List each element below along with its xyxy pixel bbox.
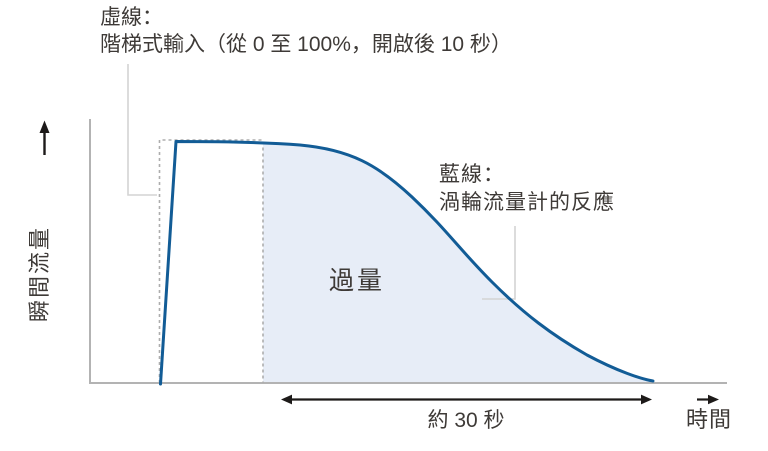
duration-double-arrow-icon <box>281 394 652 405</box>
x-axis-right-arrow-icon <box>697 394 719 405</box>
step-input-label-line1: 虛線： <box>100 6 163 29</box>
overshoot-label: 過量 <box>329 267 386 295</box>
duration-label: 約 30 秒 <box>427 409 505 432</box>
overshoot-area <box>263 142 653 383</box>
blue-line-label-line1: 藍線： <box>439 163 505 186</box>
y-axis-label: 瞬間流量 <box>27 226 52 323</box>
step-label-leader-line <box>127 64 157 196</box>
response-curve <box>159 140 655 386</box>
step-input-label-line2: 階梯式輸入（從 0 至 100%，開啟後 10 秒） <box>100 33 512 56</box>
x-axis-label: 時間 <box>686 407 733 432</box>
step-input-dashed-line <box>158 139 264 383</box>
blue-label-leader-line <box>482 226 516 300</box>
y-axis-up-arrow-icon <box>39 120 50 155</box>
blue-line-label: 藍線： 渦輪流量計的反應 <box>439 161 615 217</box>
blue-line-label-line2: 渦輪流量計的反應 <box>439 191 615 214</box>
step-input-label: 虛線： 階梯式輸入（從 0 至 100%，開啟後 10 秒） <box>100 4 512 58</box>
